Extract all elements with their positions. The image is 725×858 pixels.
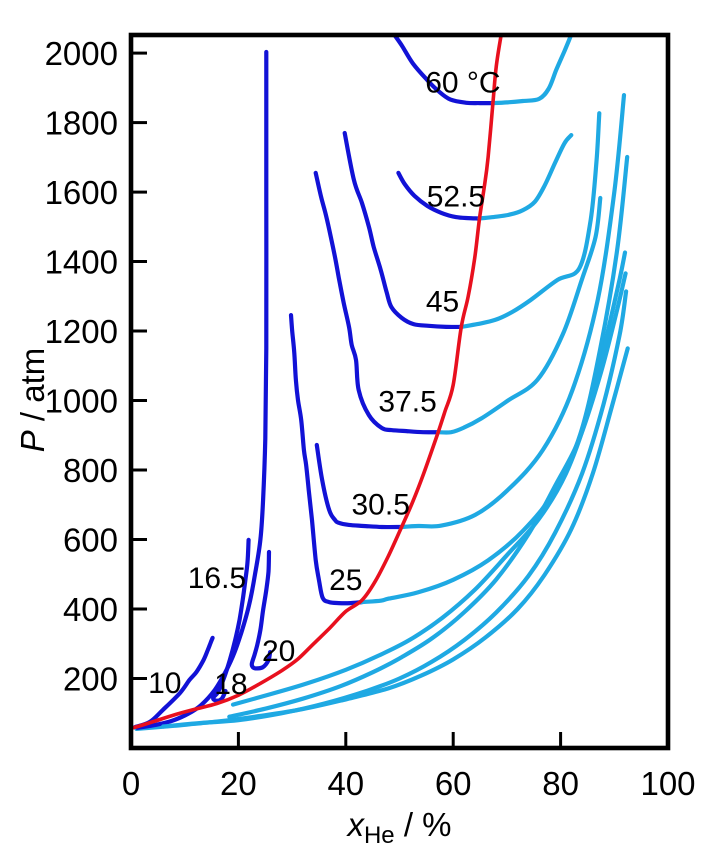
y-tick-label-1800: 1800 bbox=[45, 104, 118, 141]
y-tick-label-1000: 1000 bbox=[45, 382, 118, 419]
isotherm-60-left-branch bbox=[393, 33, 495, 106]
isotherm-label-10: 10 bbox=[148, 667, 181, 700]
plot-frame bbox=[128, 32, 671, 751]
x-tick-label-40: 40 bbox=[327, 765, 364, 802]
isotherm-25-right-branch bbox=[359, 154, 630, 605]
isotherm-18-left-branch bbox=[211, 537, 251, 703]
isotherm-label-16.5: 16.5 bbox=[188, 562, 246, 595]
isotherm-52.5-right-branch bbox=[477, 133, 574, 221]
y-tick-label-1600: 1600 bbox=[45, 174, 118, 211]
y-tick-label-800: 800 bbox=[63, 452, 118, 489]
isotherm-52.5-left-branch bbox=[396, 170, 482, 221]
isotherm-label-37.5: 37.5 bbox=[378, 385, 436, 418]
x-axis-unit: / % bbox=[394, 806, 452, 843]
x-axis-variable: x bbox=[347, 806, 364, 843]
isotherm-label-20: 20 bbox=[262, 635, 295, 668]
isotherm-10-left-branch bbox=[132, 635, 215, 730]
isotherm-37.5-left-branch bbox=[313, 170, 441, 435]
x-tick-label-80: 80 bbox=[542, 765, 579, 802]
x-axis-subscript: He bbox=[363, 822, 395, 849]
x-tick-label-20: 20 bbox=[220, 765, 257, 802]
isotherm-label-30.5: 30.5 bbox=[352, 489, 410, 522]
isotherm-25-left-branch bbox=[288, 313, 364, 606]
x-tick-label-100: 100 bbox=[640, 765, 695, 802]
isotherm-45-right-branch bbox=[459, 111, 602, 329]
isotherm-label-18: 18 bbox=[214, 668, 247, 701]
critical-line bbox=[131, 33, 503, 730]
x-tick-label-60: 60 bbox=[435, 765, 472, 802]
y-tick-label-1200: 1200 bbox=[45, 313, 118, 350]
isotherm-20-right-branch bbox=[230, 250, 628, 707]
y-axis-unit: / atm bbox=[14, 347, 51, 431]
y-tick-label-600: 600 bbox=[63, 521, 118, 558]
isotherm-45-left-branch bbox=[342, 130, 464, 330]
y-axis-title: P / atm bbox=[14, 348, 52, 453]
isotherm-label-60: 60 °C bbox=[425, 67, 500, 100]
y-tick-label-1400: 1400 bbox=[45, 243, 118, 280]
isotherm-label-45: 45 bbox=[426, 285, 459, 318]
isotherm-30.5-right-branch bbox=[399, 93, 627, 530]
isotherm-20-left-branch bbox=[249, 549, 273, 671]
x-tick-label-0: 0 bbox=[122, 765, 140, 802]
isotherm-30.5-left-branch bbox=[314, 442, 404, 530]
y-tick-label-400: 400 bbox=[63, 591, 118, 628]
isotherm-label-25: 25 bbox=[329, 564, 362, 597]
isotherm-label-52.5: 52.5 bbox=[427, 180, 485, 213]
y-tick-label-200: 200 bbox=[63, 660, 118, 697]
isotherm-37.5-right-branch bbox=[436, 195, 603, 435]
x-axis-title: xHe / % bbox=[131, 806, 668, 850]
y-axis-variable: P bbox=[14, 430, 51, 453]
isotherm-16.5-right-branch bbox=[161, 289, 629, 729]
isotherm-16.5-left-branch bbox=[135, 49, 269, 730]
y-tick-label-2000: 2000 bbox=[45, 35, 118, 72]
isotherm-60-right-branch bbox=[490, 35, 573, 106]
